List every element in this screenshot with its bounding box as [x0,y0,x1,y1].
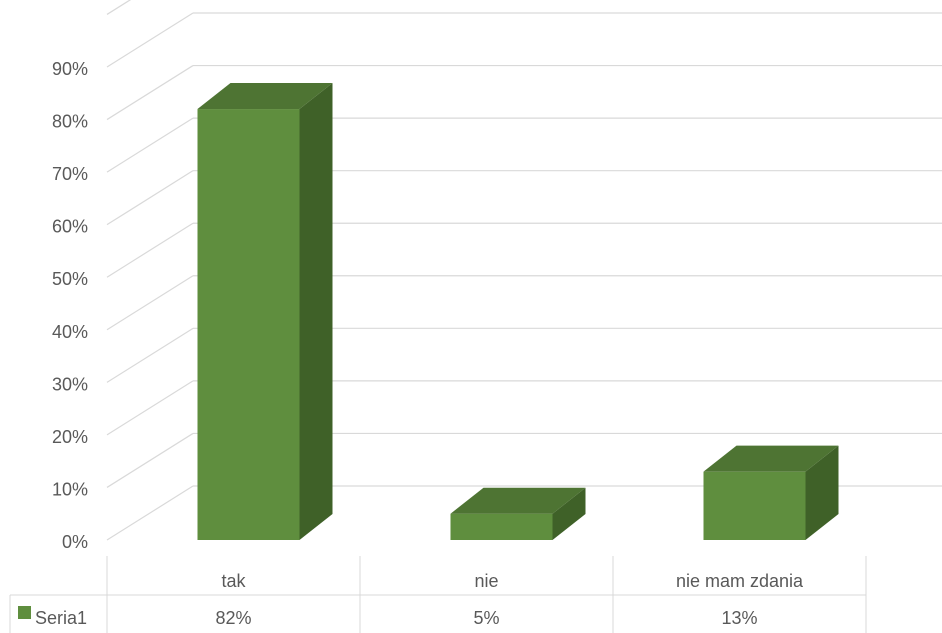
y-tick-label: 80% [52,112,88,132]
bar-top [197,83,333,110]
gridline-diagonal [106,327,194,383]
legend-swatch [18,606,31,619]
gridline-diagonal [106,117,194,173]
bar-nie [450,487,586,540]
y-tick-label: 70% [52,164,88,184]
bar-top [450,487,586,514]
bar-nie-mam-zdania [703,445,839,540]
data-table: tak 82% nie 5% nie mam zdania 13% Seria1 [9,556,867,633]
y-tick-label: 20% [52,427,88,447]
gridline-diagonal [106,0,132,15]
bar-side [552,487,586,540]
data-label: 82% [215,608,251,628]
gridline-diagonal [106,432,194,488]
bar-front [197,109,300,541]
bar-tak [197,83,333,541]
category-label: tak [221,571,246,591]
bar-top [703,445,839,472]
y-tick-label: 30% [52,374,88,394]
bar-front [450,513,553,540]
gridline-diagonal [106,170,194,226]
y-tick-label: 50% [52,269,88,289]
gridline-diagonal [106,12,194,68]
data-label: 5% [473,608,499,628]
gridline-diagonal [106,485,194,541]
y-tick-label: 60% [52,217,88,237]
gridline-diagonal [106,65,194,121]
bar-side [299,83,333,541]
bar-side [805,445,839,540]
gridline-diagonal [106,275,194,331]
legend-label: Seria1 [35,608,87,628]
y-tick-label: 10% [52,479,88,499]
category-label: nie mam zdania [676,571,804,591]
y-tick-label: 90% [52,59,88,79]
bar-front [703,471,806,540]
y-axis-ticks: 0% 10% 20% 30% 40% 50% 60% 70% 80% 90% [52,59,88,552]
y-tick-label: 40% [52,322,88,342]
y-tick-label: 0% [62,532,88,552]
data-label: 13% [721,608,757,628]
gridline-diagonal [106,222,194,278]
bars [197,83,839,541]
gridline-diagonal [106,380,194,436]
category-label: nie [474,571,498,591]
